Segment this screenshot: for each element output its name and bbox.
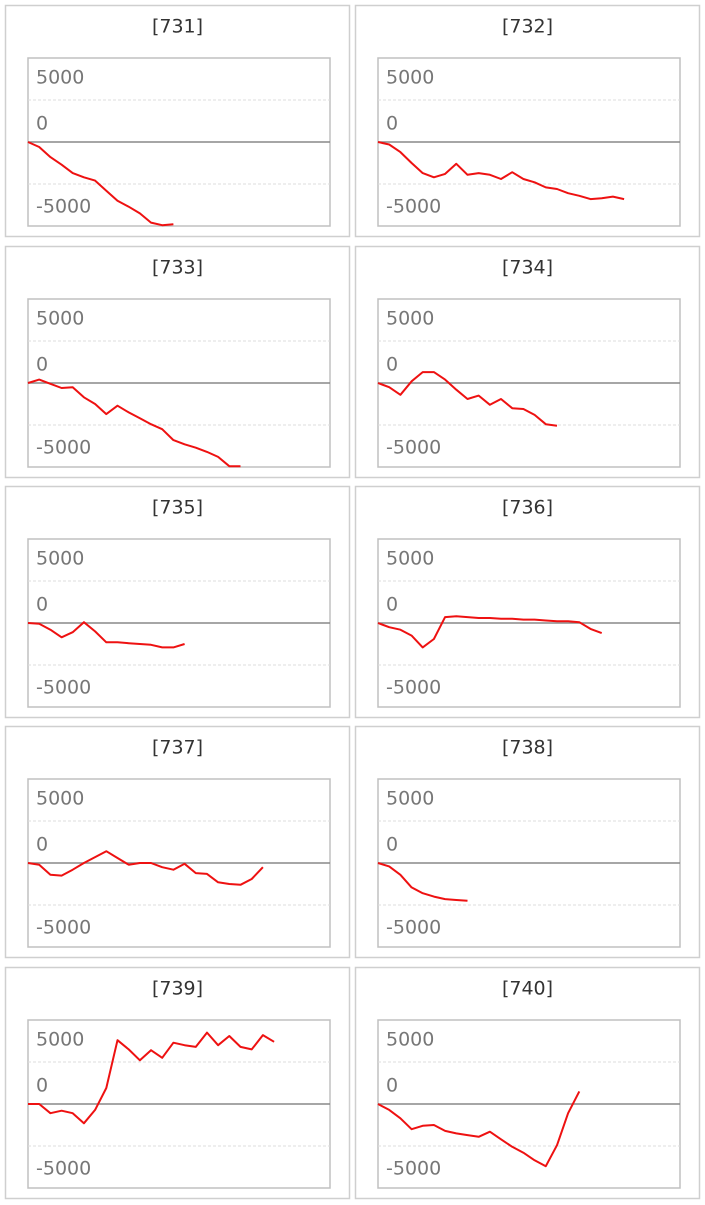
- chart-title: [736]: [502, 497, 553, 519]
- line-series: [377, 615, 603, 649]
- chart-panel: [736] 5000 0 -5000: [354, 485, 701, 719]
- line-series: [27, 141, 174, 227]
- y-tick-label: -5000: [386, 1158, 441, 1180]
- panel-border: [4, 966, 351, 1200]
- y-tick-label: -5000: [386, 917, 441, 939]
- chart-panel: [735] 5000 0 -5000: [4, 485, 351, 719]
- panel-border: [354, 485, 701, 719]
- panel-border: [354, 966, 701, 1200]
- y-tick-label: 0: [36, 594, 48, 616]
- y-tick-label: -5000: [36, 917, 91, 939]
- panel-border: [4, 485, 351, 719]
- y-tick-label: 5000: [36, 308, 84, 330]
- y-tick-label: 5000: [386, 67, 434, 89]
- chart-title: [739]: [152, 978, 203, 1000]
- chart-panel: [739] 5000 0 -5000: [4, 966, 351, 1200]
- line-series: [27, 621, 185, 649]
- y-tick-label: 0: [36, 113, 48, 135]
- panel-border: [354, 4, 701, 238]
- chart-panel: [732] 5000 0 -5000: [354, 4, 701, 238]
- y-tick-label: 0: [386, 594, 398, 616]
- chart-panel: [737] 5000 0 -5000: [4, 725, 351, 959]
- y-tick-label: -5000: [36, 196, 91, 218]
- y-tick-label: 5000: [386, 548, 434, 570]
- line-series: [377, 371, 558, 427]
- y-tick-label: -5000: [36, 437, 91, 459]
- panel-border: [354, 725, 701, 959]
- y-tick-label: 0: [36, 834, 48, 856]
- chart-panel: [733] 5000 0 -5000: [4, 245, 351, 479]
- chart-panel: [740] 5000 0 -5000: [354, 966, 701, 1200]
- y-tick-label: -5000: [386, 437, 441, 459]
- chart-title: [732]: [502, 16, 553, 38]
- y-tick-label: 0: [386, 354, 398, 376]
- chart-panel: [738] 5000 0 -5000: [354, 725, 701, 959]
- chart-title: [731]: [152, 16, 203, 38]
- chart-title: [740]: [502, 978, 553, 1000]
- panel-border: [4, 725, 351, 959]
- panel-border: [4, 245, 351, 479]
- chart-panel: [734] 5000 0 -5000: [354, 245, 701, 479]
- chart-title: [735]: [152, 497, 203, 519]
- y-tick-label: 5000: [386, 1029, 434, 1051]
- y-tick-label: 5000: [36, 67, 84, 89]
- line-series: [27, 850, 264, 886]
- line-series: [28, 1031, 275, 1125]
- y-tick-label: 5000: [386, 308, 434, 330]
- chart-title: [738]: [502, 737, 553, 759]
- line-series: [377, 1090, 581, 1168]
- y-tick-label: 0: [386, 113, 398, 135]
- chart-title: [733]: [152, 257, 203, 279]
- y-tick-label: 5000: [36, 788, 84, 810]
- line-series: [377, 141, 625, 201]
- y-tick-label: -5000: [386, 677, 441, 699]
- y-tick-label: 0: [386, 1075, 398, 1097]
- y-tick-label: 5000: [36, 548, 84, 570]
- chart-title: [734]: [502, 257, 553, 279]
- y-tick-label: 5000: [36, 1029, 84, 1051]
- y-tick-label: -5000: [36, 677, 91, 699]
- y-tick-label: 0: [36, 1075, 48, 1097]
- line-series: [377, 862, 468, 902]
- y-tick-label: -5000: [386, 196, 441, 218]
- y-tick-label: 0: [386, 834, 398, 856]
- y-tick-label: 0: [36, 354, 48, 376]
- panel-border: [354, 245, 701, 479]
- panel-border: [4, 4, 351, 238]
- chart-panel: [731] 5000 0 -5000: [4, 4, 351, 238]
- line-series: [27, 378, 241, 468]
- y-tick-label: -5000: [36, 1158, 91, 1180]
- chart-title: [737]: [152, 737, 203, 759]
- y-tick-label: 5000: [386, 788, 434, 810]
